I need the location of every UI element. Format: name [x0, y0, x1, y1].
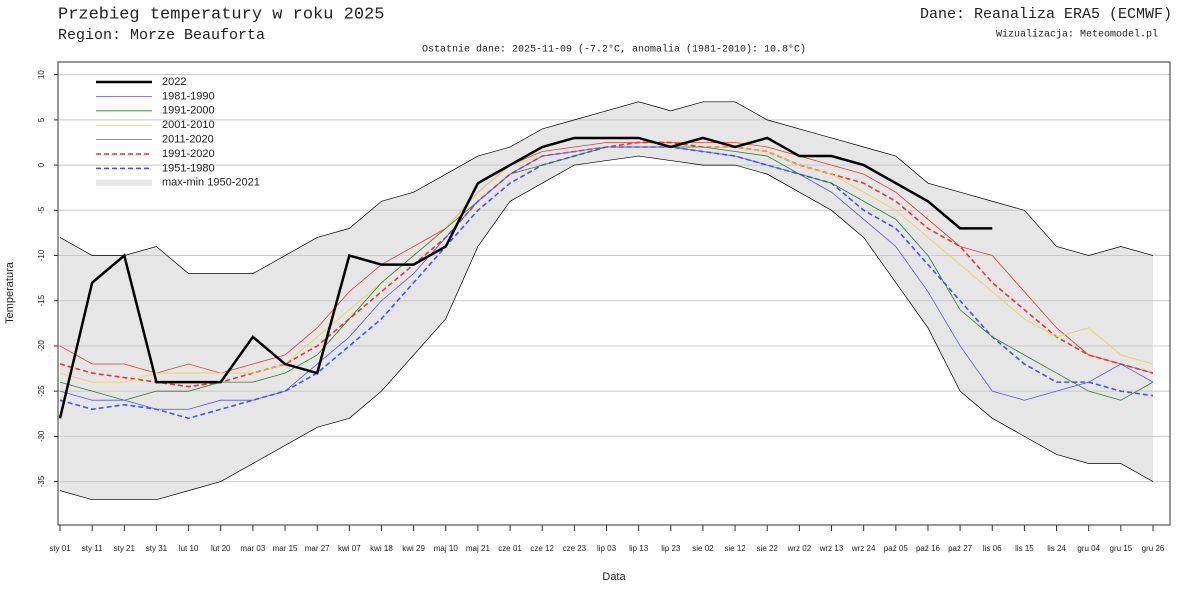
legend-label: 1951-1980: [162, 162, 215, 174]
legend-label: 1991-2000: [162, 105, 215, 117]
x-tick-label: wrz 02: [787, 544, 812, 553]
series-line: [59, 142, 1154, 374]
x-tick-label: lip 13: [629, 544, 649, 553]
legend-label: max-min 1950-2021: [162, 177, 260, 189]
y-tick-label: -5: [37, 206, 46, 214]
x-tick-label: kwi 29: [402, 544, 425, 553]
legend-label: 2001-2010: [162, 119, 215, 131]
credit: Wizualizacja: Meteomodel.pl: [996, 29, 1158, 41]
x-tick-label: cze 23: [563, 544, 587, 553]
source: Dane: Reanaliza ERA5 (ECMWF): [920, 6, 1172, 23]
x-tick-label: cze 01: [498, 544, 522, 553]
band-max-line: [59, 101, 1154, 274]
x-tick-label: gru 26: [1142, 544, 1165, 553]
x-tick-label: lis 06: [983, 544, 1002, 553]
x-tick-label: cze 12: [530, 544, 554, 553]
x-tick-label: sie 12: [724, 544, 746, 553]
series-line: [58, 136, 993, 419]
x-tick-label: paź 27: [948, 544, 973, 553]
y-tick-label: -20: [37, 340, 46, 352]
legend-label: 2022: [162, 76, 186, 88]
x-tick-label: maj 10: [434, 544, 459, 553]
y-tick-label: -15: [37, 294, 46, 306]
x-tick-label: maj 21: [466, 544, 491, 553]
x-tick-label: gru 15: [1110, 544, 1133, 553]
x-tick-label: lut 10: [179, 544, 199, 553]
y-tick-label: 5: [37, 117, 46, 122]
legend-label: 1981-1990: [162, 90, 215, 102]
x-tick-label: sty 11: [82, 544, 103, 553]
x-tick-label: paź 16: [916, 544, 941, 553]
x-tick-label: sie 22: [757, 544, 779, 553]
y-tick-label: -30: [37, 430, 46, 442]
x-tick-label: mar 03: [240, 544, 265, 553]
x-tick-label: mar 15: [273, 544, 298, 553]
x-tick-label: sty 21: [114, 544, 136, 553]
y-tick-label: -10: [37, 249, 46, 261]
y-tick-label: -25: [37, 385, 46, 397]
legend-label: 1991-2020: [162, 148, 215, 160]
y-axis-label: Temperatura: [4, 261, 16, 324]
x-axis-label: Data: [602, 571, 626, 583]
x-tick-label: sty 01: [49, 544, 71, 553]
x-tick-label: lip 23: [661, 544, 681, 553]
x-tick-label: lis 24: [1047, 544, 1066, 553]
y-tick-label: 10: [37, 70, 46, 79]
legend-label: 2011-2020: [162, 134, 214, 146]
y-tick-label: 0: [37, 162, 46, 167]
x-tick-label: mar 27: [305, 544, 330, 553]
plot-frame: [57, 61, 1171, 526]
x-tick-label: wrz 13: [819, 544, 844, 553]
x-tick-label: lip 03: [597, 544, 617, 553]
x-tick-label: lut 20: [211, 544, 231, 553]
x-tick-label: paź 05: [884, 544, 909, 553]
y-tick-label: -35: [37, 475, 46, 487]
band-min-line: [59, 155, 1154, 501]
x-tick-label: wrz 24: [851, 544, 876, 553]
x-tick-label: sty 31: [146, 544, 168, 553]
chart-subtitle: Region: Morze Beauforta: [58, 27, 265, 44]
chart-title: Przebieg temperatury w roku 2025: [58, 5, 384, 24]
x-tick-label: kwi 07: [338, 544, 361, 553]
x-tick-label: kwi 18: [370, 544, 393, 553]
x-tick-label: lis 15: [1015, 544, 1034, 553]
x-tick-label: sie 02: [692, 544, 714, 553]
note: Ostatnie dane: 2025-11-09 (-7.2°C, anoma…: [422, 44, 806, 56]
series-line: [59, 146, 1154, 410]
x-tick-label: gru 04: [1077, 544, 1100, 553]
